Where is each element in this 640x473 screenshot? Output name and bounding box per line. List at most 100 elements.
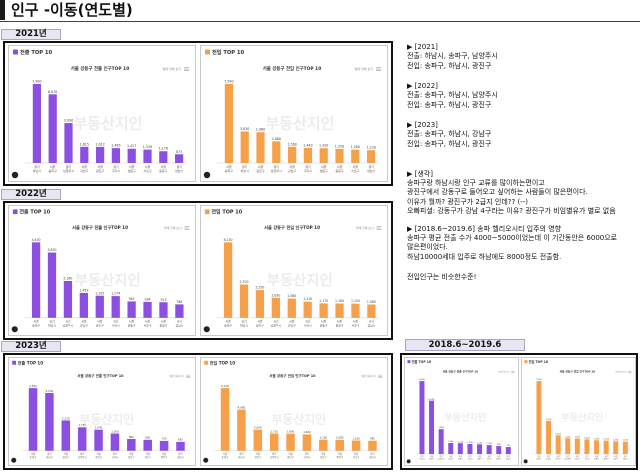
menu-icon-line[interactable]	[184, 226, 190, 227]
bar[interactable]	[366, 150, 376, 163]
bar[interactable]	[335, 148, 344, 163]
bar[interactable]	[429, 400, 435, 455]
menu-icon-line[interactable]	[376, 227, 382, 229]
bar[interactable]	[286, 433, 295, 451]
menu-icon-line[interactable]	[184, 68, 189, 70]
bar[interactable]	[61, 420, 71, 451]
bar[interactable]	[335, 439, 344, 451]
menu-icon[interactable]	[628, 370, 632, 374]
bar[interactable]	[159, 440, 169, 451]
bar[interactable]	[143, 439, 152, 451]
bar[interactable]	[603, 440, 609, 455]
legend-toggle[interactable]: 범례 전체 보기	[361, 374, 376, 378]
bar[interactable]	[269, 433, 279, 451]
menu-icon[interactable]	[376, 67, 381, 71]
bar[interactable]	[594, 440, 600, 455]
bar[interactable]	[555, 435, 561, 455]
legend-toggle[interactable]: 범례 전체 보기	[355, 66, 374, 71]
bar[interactable]	[159, 151, 168, 163]
bar[interactable]	[63, 280, 73, 318]
bar[interactable]	[77, 427, 87, 451]
bar[interactable]	[240, 131, 249, 163]
menu-icon[interactable]	[378, 374, 383, 378]
menu-icon[interactable]	[186, 374, 191, 378]
bar[interactable]	[127, 148, 136, 163]
menu-icon-line[interactable]	[376, 229, 382, 230]
bar[interactable]	[546, 420, 552, 455]
bar[interactable]	[584, 439, 590, 455]
menu-icon-line[interactable]	[184, 70, 189, 71]
bar[interactable]	[220, 388, 230, 451]
bar[interactable]	[94, 429, 103, 451]
bar[interactable]	[565, 438, 571, 455]
bar[interactable]	[457, 443, 463, 455]
bar[interactable]	[477, 444, 483, 455]
bar[interactable]	[223, 242, 233, 318]
bar[interactable]	[224, 84, 234, 163]
bar[interactable]	[613, 441, 619, 455]
bar[interactable]	[174, 154, 184, 163]
menu-icon[interactable]	[376, 226, 382, 230]
bar[interactable]	[256, 132, 265, 163]
bar[interactable]	[64, 123, 73, 163]
bar[interactable]	[237, 409, 246, 451]
bar[interactable]	[111, 296, 120, 318]
bar[interactable]	[95, 146, 105, 163]
bar[interactable]	[303, 301, 312, 318]
bar[interactable]	[143, 301, 152, 318]
bar[interactable]	[159, 302, 168, 318]
bar[interactable]	[368, 440, 377, 451]
bar[interactable]	[110, 433, 120, 451]
bar[interactable]	[303, 148, 313, 163]
legend-toggle[interactable]: 범례 전체 보기	[164, 225, 182, 230]
bar[interactable]	[448, 443, 454, 455]
bar[interactable]	[335, 303, 344, 318]
bar[interactable]	[622, 441, 628, 455]
bar[interactable]	[45, 393, 54, 451]
bar[interactable]	[287, 146, 297, 163]
bar[interactable]	[287, 298, 296, 318]
bar[interactable]	[505, 447, 511, 455]
bar[interactable]	[255, 290, 265, 318]
legend-toggle[interactable]: 범례 전체 보기	[615, 370, 626, 374]
menu-icon[interactable]	[184, 67, 189, 71]
bar[interactable]	[79, 292, 88, 318]
menu-icon[interactable]	[184, 226, 190, 230]
bar[interactable]	[536, 381, 542, 455]
bar[interactable]	[271, 297, 280, 318]
menu-icon-line[interactable]	[376, 68, 381, 70]
bar[interactable]	[176, 441, 185, 451]
menu-icon-line[interactable]	[376, 67, 381, 68]
bar[interactable]	[239, 284, 249, 318]
bar[interactable]	[319, 148, 328, 163]
bar[interactable]	[419, 381, 425, 455]
menu-icon-line[interactable]	[184, 229, 190, 230]
bar[interactable]	[48, 94, 57, 163]
bar[interactable]	[319, 439, 328, 451]
menu-icon-line[interactable]	[376, 226, 382, 227]
legend-toggle[interactable]: 범례 전체 보기	[356, 225, 374, 230]
bar[interactable]	[111, 148, 121, 163]
legend-toggle[interactable]: 범례 전체 보기	[498, 370, 509, 374]
bar[interactable]	[351, 440, 361, 451]
bar[interactable]	[95, 295, 104, 318]
bar[interactable]	[272, 141, 281, 163]
bar[interactable]	[80, 146, 89, 163]
menu-icon-line[interactable]	[184, 67, 189, 68]
bar[interactable]	[319, 303, 328, 318]
bar[interactable]	[32, 84, 42, 163]
bar[interactable]	[574, 438, 580, 455]
legend-toggle[interactable]: 범례 전체 보기	[169, 374, 184, 378]
bar[interactable]	[467, 444, 473, 455]
menu-icon-line[interactable]	[184, 227, 190, 229]
menu-icon[interactable]	[511, 370, 515, 374]
bar[interactable]	[302, 434, 312, 451]
bar[interactable]	[253, 429, 263, 451]
bar[interactable]	[438, 429, 444, 455]
legend-toggle[interactable]: 범례 전체 보기	[163, 66, 182, 71]
bar[interactable]	[127, 301, 136, 318]
bar[interactable]	[175, 304, 184, 318]
bar[interactable]	[351, 303, 360, 318]
bar[interactable]	[496, 446, 502, 455]
bar[interactable]	[127, 439, 136, 451]
